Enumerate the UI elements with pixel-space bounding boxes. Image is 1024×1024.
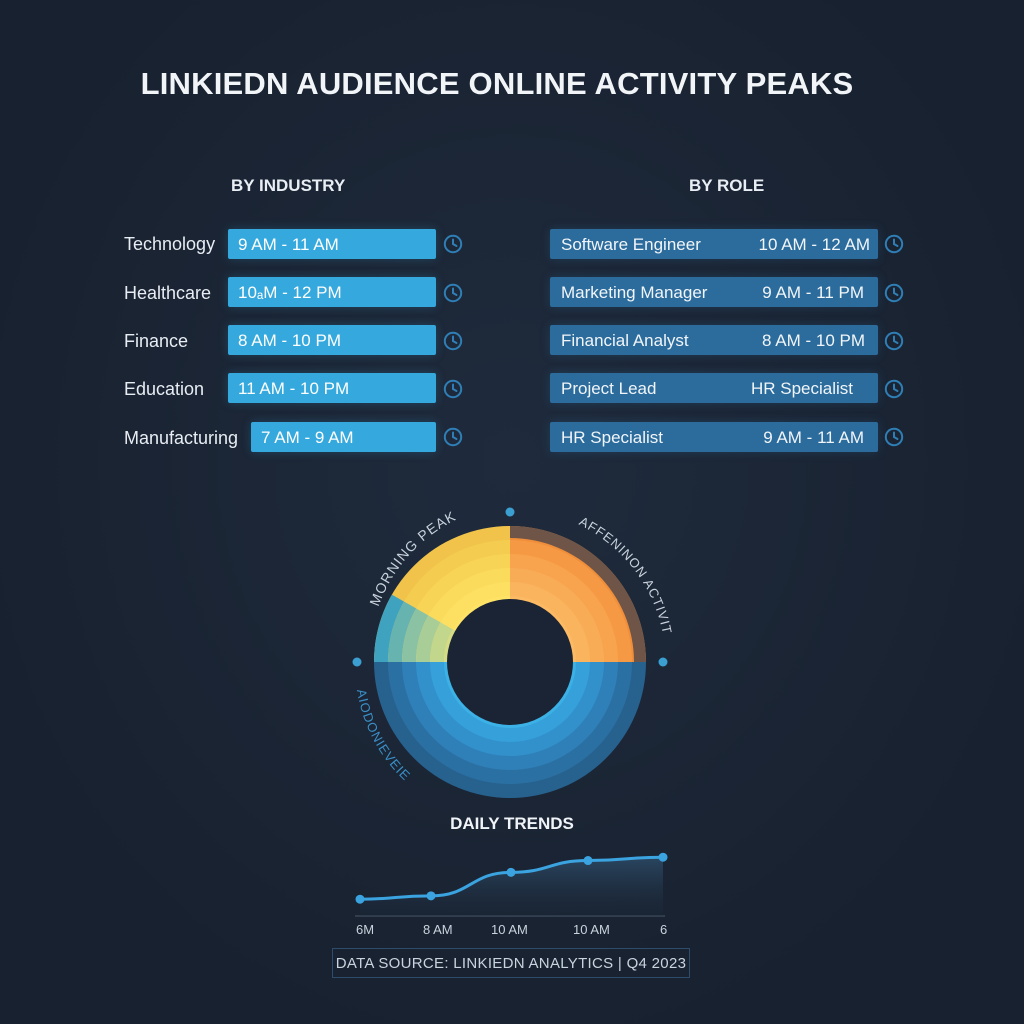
role-time: 8 AM - 10 PM — [762, 331, 865, 350]
x-tick-label: 6 — [660, 922, 668, 937]
clock-icon — [884, 379, 904, 399]
role-time: 9 AM - 11 PM — [762, 283, 864, 302]
industry-time: 8 AM - 10 PM — [238, 331, 341, 350]
donut-marker-right — [658, 657, 668, 667]
x-tick-label: 10 AM — [491, 922, 528, 937]
daily-trends-chart — [355, 852, 668, 917]
clock-icon — [443, 283, 463, 303]
role-bar-project-lead: Project Lead HR Specialist — [550, 373, 878, 403]
page-title: LINKIEDN AUDIENCE ONLINE ACTIVITY PEAKS — [140, 66, 854, 101]
clock-icon — [884, 427, 904, 447]
activity-donut-chart: MORNING PEAK AFFENINON ACTIVITP AIODONIE… — [330, 490, 674, 798]
data-source-box: DATA SOURCE: LINKIEDN ANALYTICS | Q4 202… — [332, 948, 690, 978]
trend-plot — [355, 852, 668, 916]
industry-bar-education: 11 AM - 10 PM — [228, 373, 436, 403]
industry-time: 9 AM - 11 AM — [238, 235, 339, 254]
industry-bar-healthcare: 10ₐM - 12 PM — [228, 277, 436, 307]
x-tick-label: 6M — [356, 922, 375, 937]
role-bar-marketing-manager: Marketing Manager 9 AM - 11 PM — [550, 277, 878, 307]
trend-point — [658, 852, 668, 862]
role-bar-software-engineer: Software Engineer 10 AM - 12 AM — [550, 229, 878, 259]
role-heading: BY ROLE — [689, 176, 765, 195]
clock-icon — [443, 331, 463, 351]
clock-icon — [443, 427, 463, 447]
industry-label-education: Education — [124, 379, 205, 399]
role-name: Project Lead — [561, 379, 657, 398]
industry-label-healthcare: Healthcare — [124, 283, 212, 303]
industry-heading: BY INDUSTRY — [231, 176, 346, 195]
industry-time: 11 AM - 10 PM — [238, 379, 350, 398]
trend-point — [426, 891, 436, 901]
industry-bar-finance: 8 AM - 10 PM — [228, 325, 436, 355]
donut-afternoon-outer-band — [510, 526, 646, 662]
industry-label-finance: Finance — [124, 331, 189, 351]
trend-point — [506, 867, 516, 877]
donut-marker-left — [352, 657, 362, 667]
role-bar-financial-analyst: Financial Analyst 8 AM - 10 PM — [550, 325, 878, 355]
role-name: HR Specialist — [561, 428, 664, 447]
role-time: 10 AM - 12 AM — [758, 235, 871, 254]
clock-icon — [884, 283, 904, 303]
x-tick-label: 10 AM — [573, 922, 610, 937]
role-name: Financial Analyst — [561, 331, 689, 350]
industry-label-manufacturing: Manufacturing — [124, 428, 239, 448]
trend-area — [360, 857, 663, 916]
industry-bar-manufacturing: 7 AM - 9 AM — [251, 422, 436, 452]
clock-icon — [884, 234, 904, 254]
role-name: Software Engineer — [561, 235, 701, 254]
role-name: Marketing Manager — [561, 283, 708, 302]
industry-bar-technology: 9 AM - 11 AM — [228, 229, 436, 259]
trend-point — [583, 856, 593, 866]
industry-time: 7 AM - 9 AM — [261, 428, 354, 447]
clock-icon — [884, 331, 904, 351]
role-time: 9 AM - 11 AM — [763, 428, 864, 447]
x-tick-label: 8 AM — [423, 922, 453, 937]
donut-marker-top — [505, 507, 515, 517]
trend-point — [355, 894, 365, 904]
industry-label-technology: Technology — [124, 234, 216, 254]
donut-rings — [374, 526, 646, 798]
clock-icon — [443, 379, 463, 399]
daily-trends-heading: DAILY TRENDS — [450, 814, 574, 833]
clock-icon — [443, 234, 463, 254]
role-time: HR Specialist — [750, 379, 853, 398]
role-bar-hr-specialist: HR Specialist 9 AM - 11 AM — [550, 422, 878, 452]
donut-hole — [447, 599, 573, 725]
industry-time: 10ₐM - 12 PM — [238, 283, 342, 302]
